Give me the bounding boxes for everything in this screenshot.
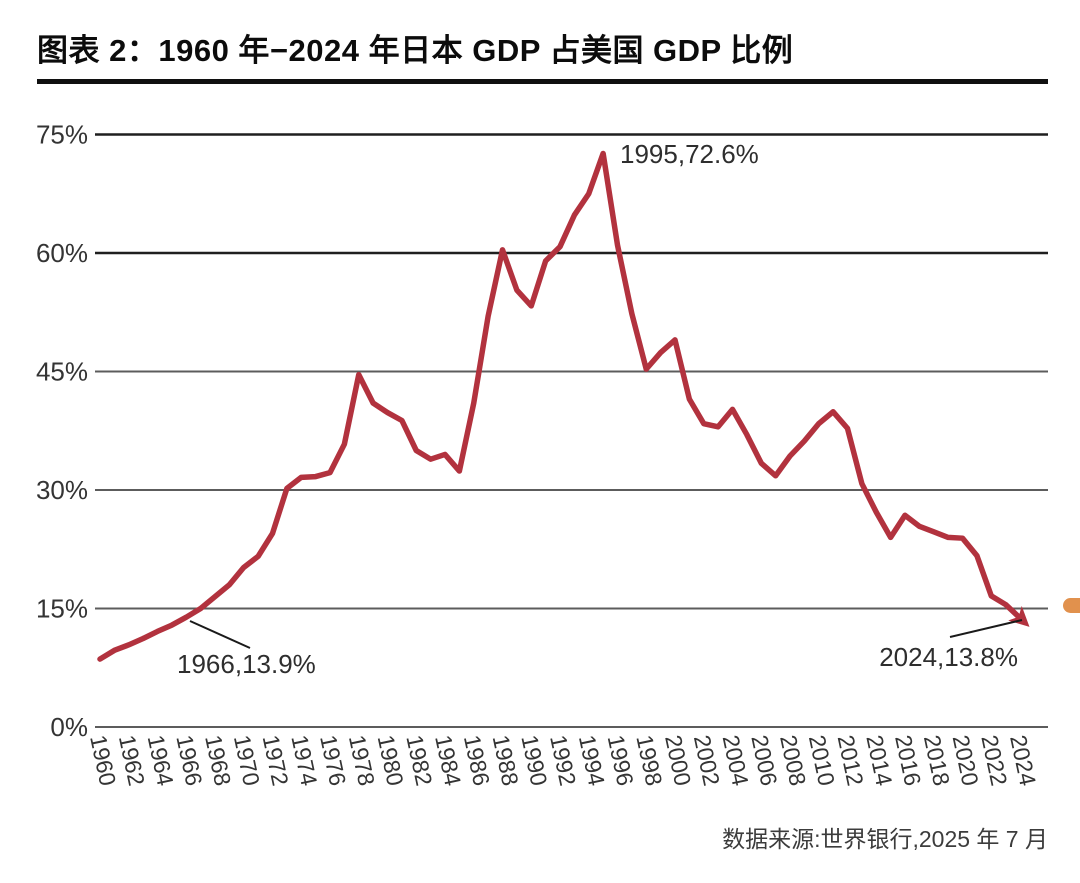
callout-line-2024 bbox=[949, 619, 1023, 638]
y-tick-label: 0% bbox=[50, 712, 88, 742]
y-tick-label: 45% bbox=[36, 357, 88, 387]
gdp-ratio-line-chart: 0% 15% 30% 45% 60% 75% 1960196219641966196819… bbox=[36, 120, 1080, 789]
chart-title: 图表 2：1960 年−2024 年日本 GDP 占美国 GDP 比例 bbox=[37, 33, 794, 68]
source-note: 数据来源:世界银行,2025 年 7 月 bbox=[722, 826, 1048, 852]
japan-us-gdp-ratio-line bbox=[97, 150, 1030, 662]
y-axis-labels: 0% 15% 30% 45% 60% 75% bbox=[36, 120, 88, 743]
gridlines bbox=[95, 133, 1048, 728]
y-tick-label: 30% bbox=[36, 475, 88, 505]
y-tick-label: 75% bbox=[36, 120, 88, 150]
annotation-1966: 1966,13.9% bbox=[177, 649, 316, 679]
x-axis-labels: 1960196219641966196819701972197419761978… bbox=[85, 733, 1041, 789]
annotation-2024: 2024,13.8% bbox=[879, 642, 1018, 672]
title-rule bbox=[37, 79, 1048, 84]
orange-edge-marker bbox=[1063, 598, 1080, 613]
callout-line-1966 bbox=[189, 620, 251, 649]
y-tick-label: 60% bbox=[36, 238, 88, 268]
y-tick-label: 15% bbox=[36, 594, 88, 624]
annotation-peak-1995: 1995,72.6% bbox=[620, 139, 759, 169]
